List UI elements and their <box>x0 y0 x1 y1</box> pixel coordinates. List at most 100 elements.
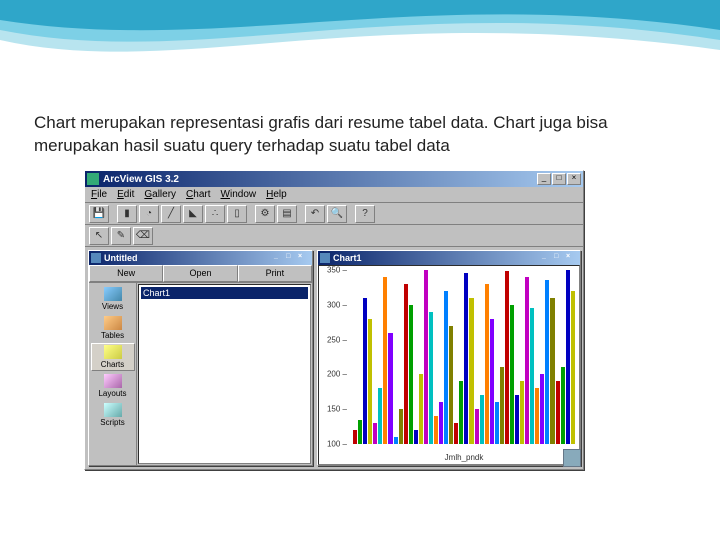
tool-erase-icon[interactable]: ⌫ <box>133 227 153 245</box>
chart-titlebar[interactable]: Chart1 _ □ × <box>318 251 580 265</box>
minimize-button[interactable]: _ <box>537 173 551 185</box>
project-maximize-button[interactable]: □ <box>286 253 298 263</box>
app-icon <box>87 173 99 185</box>
chart-bar <box>490 319 494 444</box>
project-title: Untitled <box>104 253 274 263</box>
project-minimize-button[interactable]: _ <box>274 253 286 263</box>
chart-bar <box>399 409 403 444</box>
chart-bar <box>409 305 413 444</box>
layouts-icon <box>104 374 122 388</box>
scripts-icon <box>104 403 122 417</box>
tool-legend-icon[interactable]: ▤ <box>277 205 297 223</box>
sidebar-item-layouts[interactable]: Layouts <box>91 372 135 400</box>
views-icon <box>104 287 122 301</box>
chart-bar <box>358 420 362 444</box>
chart-x-label: Jmlh_pndk <box>353 453 575 462</box>
maximize-button[interactable]: □ <box>552 173 566 185</box>
chart-bar <box>373 423 377 444</box>
tool-line-chart-icon[interactable]: ╱ <box>161 205 181 223</box>
sidebar-item-tables[interactable]: Tables <box>91 314 135 342</box>
project-sidebar: Views Tables Charts Layouts Scripts <box>89 283 137 465</box>
slide-description: Chart merupakan representasi grafis dari… <box>34 112 684 158</box>
sidebar-item-scripts[interactable]: Scripts <box>91 401 135 429</box>
close-button[interactable]: × <box>567 173 581 185</box>
chart-bar <box>429 312 433 444</box>
menu-window[interactable]: Window <box>221 189 257 200</box>
chart-maximize-button[interactable]: □ <box>554 253 566 263</box>
chart-bar <box>515 395 519 444</box>
chart-bar <box>540 374 544 444</box>
chart-bar <box>500 367 504 444</box>
chart-bar <box>545 280 549 444</box>
project-close-button[interactable]: × <box>298 253 310 263</box>
menu-file[interactable]: File <box>91 189 107 200</box>
chart-bar <box>454 423 458 444</box>
tool-help-icon[interactable]: ? <box>355 205 375 223</box>
chart-bar <box>388 333 392 444</box>
tool-scatter-icon[interactable]: ∴ <box>205 205 225 223</box>
tool-area-chart-icon[interactable]: ◣ <box>183 205 203 223</box>
chart-bar <box>520 381 524 444</box>
chart-bar <box>505 271 509 444</box>
tool-props-icon[interactable]: ⚙ <box>255 205 275 223</box>
project-print-button[interactable]: Print <box>238 265 312 282</box>
project-titlebar[interactable]: Untitled _ □ × <box>89 251 312 265</box>
toolbar-chart: ↖ ✎ ⌫ <box>85 225 583 247</box>
chart-bar <box>525 277 529 444</box>
project-new-button[interactable]: New <box>89 265 163 282</box>
arcview-logo-icon <box>563 449 581 467</box>
tool-save-icon[interactable]: 💾 <box>89 205 109 223</box>
tool-edit-icon[interactable]: ✎ <box>111 227 131 245</box>
sidebar-label-scripts: Scripts <box>100 418 124 427</box>
chart-bar <box>530 308 534 444</box>
arcview-window: ArcView GIS 3.2 _ □ × File Edit Gallery … <box>84 170 584 470</box>
menu-chart[interactable]: Chart <box>186 189 210 200</box>
chart-bar <box>571 291 575 444</box>
tool-bar-chart-icon[interactable]: ▮ <box>117 205 137 223</box>
tool-pointer-icon[interactable]: ↖ <box>89 227 109 245</box>
project-list[interactable]: Chart1 <box>138 284 311 464</box>
chart-bar <box>414 430 418 444</box>
chart-bar <box>368 319 372 444</box>
sidebar-item-charts[interactable]: Charts <box>91 343 135 371</box>
sidebar-label-charts: Charts <box>101 360 125 369</box>
chart-bar <box>459 381 463 444</box>
chart-bar <box>383 277 387 444</box>
tool-pie-chart-icon[interactable]: ◔ <box>139 205 159 223</box>
sidebar-item-views[interactable]: Views <box>91 285 135 313</box>
chart-bar <box>475 409 479 444</box>
menu-edit[interactable]: Edit <box>117 189 134 200</box>
menu-help[interactable]: Help <box>266 189 287 200</box>
tool-undo-icon[interactable]: ↶ <box>305 205 325 223</box>
chart-title: Chart1 <box>333 253 542 263</box>
chart-bar <box>424 270 428 444</box>
tool-find-icon[interactable]: 🔍 <box>327 205 347 223</box>
mdi-workarea: Untitled _ □ × New Open Print Views Tabl… <box>85 247 583 469</box>
chart-bar <box>404 284 408 444</box>
chart-bar <box>495 402 499 444</box>
chart-bar <box>556 381 560 444</box>
tool-column-icon[interactable]: ▯ <box>227 205 247 223</box>
chart-bar <box>561 367 565 444</box>
chart-bar <box>464 273 468 444</box>
tables-icon <box>104 316 122 330</box>
project-toolbar: New Open Print <box>89 265 312 283</box>
menu-gallery[interactable]: Gallery <box>144 189 176 200</box>
chart-bar <box>510 305 514 444</box>
chart-bar <box>419 374 423 444</box>
chart-y-axis: 350 –300 –250 –200 –150 –100 – <box>321 270 349 444</box>
project-open-button[interactable]: Open <box>163 265 237 282</box>
chart-minimize-button[interactable]: _ <box>542 253 554 263</box>
list-item[interactable]: Chart1 <box>141 287 308 299</box>
project-icon <box>91 253 101 263</box>
titlebar[interactable]: ArcView GIS 3.2 _ □ × <box>85 171 583 187</box>
chart-close-button[interactable]: × <box>566 253 578 263</box>
sidebar-label-tables: Tables <box>101 331 124 340</box>
chart-bar <box>480 395 484 444</box>
chart-bar <box>444 291 448 444</box>
chart-bar <box>469 298 473 444</box>
chart-bar <box>439 402 443 444</box>
charts-icon <box>104 345 122 359</box>
chart-bar <box>434 416 438 444</box>
toolbar-main: 💾 ▮ ◔ ╱ ◣ ∴ ▯ ⚙ ▤ ↶ 🔍 ? <box>85 203 583 225</box>
